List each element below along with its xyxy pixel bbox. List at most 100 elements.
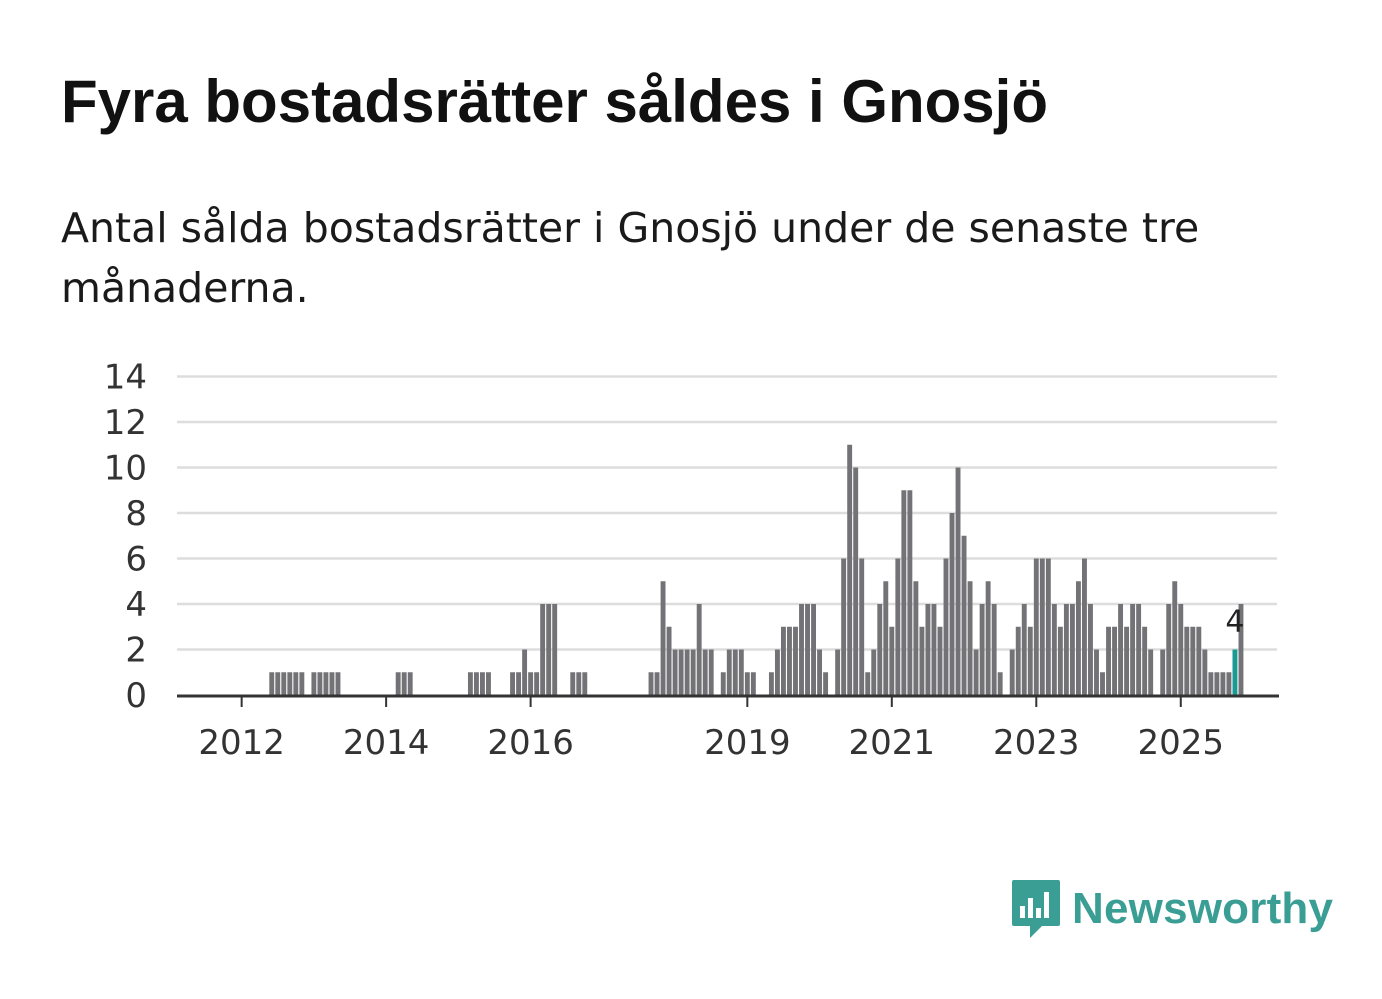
bar <box>961 535 967 695</box>
bar <box>401 672 407 695</box>
bar <box>1130 604 1136 695</box>
bars <box>269 444 1244 695</box>
bar <box>534 672 540 695</box>
y-tick-label: 6 <box>125 540 147 580</box>
x-axis-ticks: 2012 2014 2016 2019 2021 2023 2025 <box>198 697 1224 763</box>
bar-highlight <box>1232 649 1238 695</box>
bar <box>931 604 937 695</box>
bar <box>323 672 329 695</box>
bar <box>1100 672 1105 695</box>
bar <box>1226 672 1232 695</box>
bar <box>654 672 660 695</box>
bar <box>299 672 305 695</box>
x-tick-label: 2023 <box>993 723 1080 763</box>
bar <box>853 467 859 695</box>
bar <box>919 626 925 695</box>
bar <box>877 604 883 695</box>
bar <box>467 672 473 695</box>
bar <box>1184 626 1190 695</box>
bar <box>973 649 979 695</box>
gridlines <box>177 375 1277 651</box>
bar <box>787 626 792 695</box>
bar <box>1075 581 1081 695</box>
newsworthy-logo-icon <box>1012 880 1060 938</box>
bar <box>510 672 515 695</box>
bar <box>901 490 907 695</box>
bar <box>1063 604 1069 695</box>
bar <box>1172 581 1178 695</box>
bar <box>666 626 672 695</box>
bar <box>979 604 985 695</box>
bar <box>1148 649 1154 695</box>
bar <box>1051 604 1057 695</box>
bar <box>1106 626 1111 695</box>
bar <box>1112 626 1117 695</box>
bar <box>768 672 774 695</box>
bar <box>793 626 798 695</box>
bar <box>1033 558 1039 695</box>
y-tick-label: 2 <box>125 631 147 671</box>
bar <box>546 604 552 695</box>
bar <box>1202 649 1208 695</box>
bar <box>985 581 991 695</box>
data-label: 4 <box>1225 605 1244 640</box>
bar <box>672 649 678 695</box>
bar <box>552 604 558 695</box>
bar <box>1015 626 1021 695</box>
brand-name: Newsworthy <box>1072 884 1334 933</box>
bar <box>1160 649 1166 695</box>
bar <box>1057 626 1063 695</box>
y-tick-label: 12 <box>104 403 147 443</box>
bar <box>1124 626 1130 695</box>
bar <box>473 672 479 695</box>
bar <box>1142 626 1148 695</box>
bar <box>907 490 913 695</box>
bar <box>943 558 949 695</box>
x-tick-label: 2025 <box>1138 723 1225 763</box>
data-labels: 4 <box>1225 605 1244 640</box>
bar <box>913 581 919 695</box>
bar <box>835 649 841 695</box>
bar <box>287 672 293 695</box>
bar <box>847 444 853 695</box>
bar <box>1094 649 1099 695</box>
bar <box>281 672 287 695</box>
bar-chart: 0 2 4 6 8 10 12 14 2012 2014 2016 2019 2021 2023 2025… <box>104 358 1279 763</box>
bar <box>486 672 491 695</box>
bar <box>871 649 877 695</box>
bar <box>750 672 756 695</box>
bar <box>720 672 726 695</box>
x-tick-label: 2012 <box>198 723 285 763</box>
bar <box>395 672 401 695</box>
bar <box>1045 558 1051 695</box>
bar <box>708 649 714 695</box>
bar <box>522 649 528 695</box>
bar <box>1178 604 1184 695</box>
bar <box>696 604 702 695</box>
bar <box>865 672 871 695</box>
bar <box>480 672 485 695</box>
bar <box>811 604 816 695</box>
bar <box>1027 626 1033 695</box>
bar <box>702 649 708 695</box>
bar <box>925 604 931 695</box>
bar <box>895 558 901 695</box>
bar <box>1039 558 1045 695</box>
bar <box>269 672 275 695</box>
x-tick-label: 2016 <box>487 723 574 763</box>
bar <box>726 649 732 695</box>
bar <box>991 604 997 695</box>
bar <box>1220 672 1226 695</box>
bar <box>1196 626 1202 695</box>
bar <box>1021 604 1027 695</box>
y-tick-label: 0 <box>125 676 147 716</box>
bar <box>275 672 281 695</box>
bar <box>1118 604 1124 695</box>
x-tick-label: 2019 <box>704 723 791 763</box>
bar <box>1190 626 1196 695</box>
bar <box>817 649 823 695</box>
bar <box>967 581 973 695</box>
bar <box>1082 558 1087 695</box>
y-tick-label: 10 <box>104 449 147 489</box>
bar <box>738 649 744 695</box>
